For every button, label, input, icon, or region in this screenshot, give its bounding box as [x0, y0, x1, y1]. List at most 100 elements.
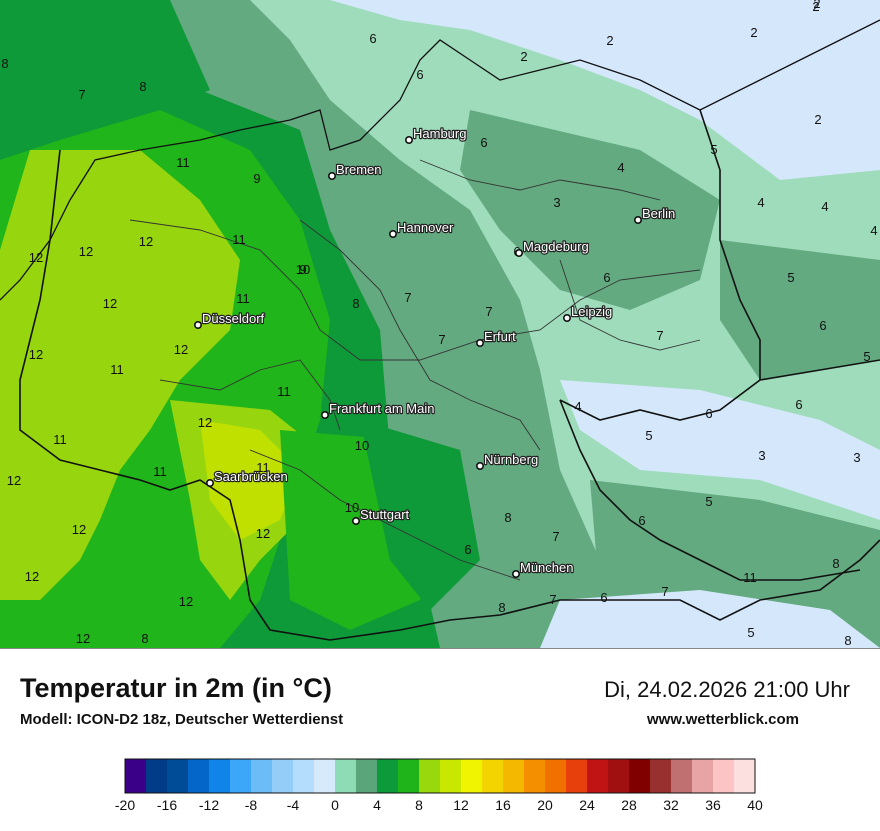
legend-swatch [188, 759, 210, 793]
temperature-value: 2 [606, 33, 613, 48]
city-dot [327, 172, 336, 181]
temperature-value: 6 [464, 542, 471, 557]
temperature-value: 5 [645, 428, 652, 443]
legend-swatch [482, 759, 504, 793]
legend-swatch [503, 759, 525, 793]
temperature-value: 4 [757, 195, 764, 210]
city-marker: Frankfurt am Main [320, 400, 436, 419]
temperature-value: 5 [705, 494, 712, 509]
temperature-value: 2 [813, 0, 820, 11]
temperature-value: 8 [832, 556, 839, 571]
city-label: München [520, 560, 573, 575]
legend-swatch [398, 759, 420, 793]
legend-tick-label: 12 [453, 797, 469, 813]
legend-tick-label: -12 [199, 797, 219, 813]
legend-tick-label: -20 [115, 797, 135, 813]
temperature-value: 11 [743, 570, 757, 585]
city-dot [388, 230, 397, 239]
temperature-value: 9 [253, 171, 260, 186]
temperature-value: 11 [277, 384, 291, 399]
website-link[interactable]: www.wetterblick.com [647, 711, 799, 728]
temperature-value: 6 [600, 590, 607, 605]
temperature-value: 12 [29, 250, 43, 265]
temperature-value: 10 [296, 262, 310, 277]
temperature-value: 4 [870, 223, 877, 238]
temperature-value: 11 [176, 155, 190, 170]
temperature-value: 6 [638, 513, 645, 528]
legend-swatch [377, 759, 399, 793]
temperature-value: 12 [198, 415, 212, 430]
temperature-value: 3 [758, 448, 765, 463]
temperature-value: 4 [574, 399, 581, 414]
city-marker: Leipzig [562, 303, 613, 322]
temperature-value: 4 [821, 199, 828, 214]
temperature-value: 10 [345, 500, 359, 515]
temperature-value: 12 [174, 342, 188, 357]
legend-tick-label: 24 [579, 797, 595, 813]
temperature-value: 11 [256, 460, 270, 475]
temperature-value: 9 [299, 262, 306, 277]
temperature-value: 8 [139, 79, 146, 94]
city-marker: München [511, 559, 575, 578]
legend-tick-label: 28 [621, 797, 637, 813]
city-label: Nürnberg [484, 452, 538, 467]
temperature-value: 6 [416, 67, 423, 82]
legend-swatch [734, 759, 756, 793]
legend-tick-label: 0 [331, 797, 339, 813]
temperature-value: 6 [603, 270, 610, 285]
legend-tick-label: 20 [537, 797, 553, 813]
temperature-value: 8 [844, 633, 851, 648]
legend-tick-label: -8 [245, 797, 258, 813]
color-legend: -20 -16 -12 -8 -4 0 4 8 12 16 20 24 28 32 36 40 [115, 758, 763, 813]
city-dot [633, 216, 642, 225]
temperature-field [0, 0, 880, 648]
temperature-value: 2 [750, 25, 757, 40]
city-marker: Magdeburg [514, 238, 590, 258]
city-dot [475, 461, 484, 470]
city-dot [562, 313, 571, 322]
temperature-value: 11 [110, 362, 124, 377]
map-title: Temperatur in 2m (in °C) [20, 673, 332, 703]
temperature-value: 8 [504, 510, 511, 525]
city-dot [206, 478, 215, 487]
legend-swatch [650, 759, 672, 793]
city-dot [404, 136, 413, 145]
temperature-value: 12 [179, 594, 193, 609]
legend-swatch [356, 759, 378, 793]
temperature-value: 5 [787, 270, 794, 285]
temperature-value: 8 [141, 631, 148, 646]
temperature-value: 7 [438, 332, 445, 347]
temperature-value: 12 [76, 631, 90, 646]
legend-swatch [692, 759, 714, 793]
city-label: Hamburg [413, 126, 466, 141]
legend-tick-label: 8 [415, 797, 423, 813]
temperature-value: 2 [812, 0, 819, 14]
city-marker: Berlin [633, 205, 676, 225]
map-canvas: 8786622222296541112121211934441076121187… [0, 0, 880, 648]
temperature-value: 7 [656, 328, 663, 343]
city-label: Frankfurt am Main [329, 401, 434, 416]
legend-swatch [314, 759, 336, 793]
legend-swatch [608, 759, 630, 793]
legend-swatch [440, 759, 462, 793]
legend-swatch [629, 759, 651, 793]
legend-swatch [293, 759, 315, 793]
legend-frame [124, 758, 756, 794]
temperature-value: 8 [1, 56, 8, 71]
city-marker: Hannover [388, 219, 455, 239]
legend-swatch [167, 759, 189, 793]
city-label: Magdeburg [523, 239, 589, 254]
legend-swatch [209, 759, 231, 793]
temperature-value: 6 [819, 318, 826, 333]
legend-swatch [125, 759, 147, 793]
legend-swatch [461, 759, 483, 793]
forecast-datetime: Di, 24.02.2026 21:00 Uhr [604, 677, 850, 702]
model-source: Modell: ICON-D2 18z, Deutscher Wetterdie… [20, 711, 344, 728]
legend-tick-label: -16 [157, 797, 177, 813]
temperature-value: 7 [661, 584, 668, 599]
city-label: Hannover [397, 220, 454, 235]
legend-tick-label: 32 [663, 797, 679, 813]
temperature-value: 2 [814, 112, 821, 127]
legend-swatch [146, 759, 168, 793]
city-dot [475, 338, 484, 347]
